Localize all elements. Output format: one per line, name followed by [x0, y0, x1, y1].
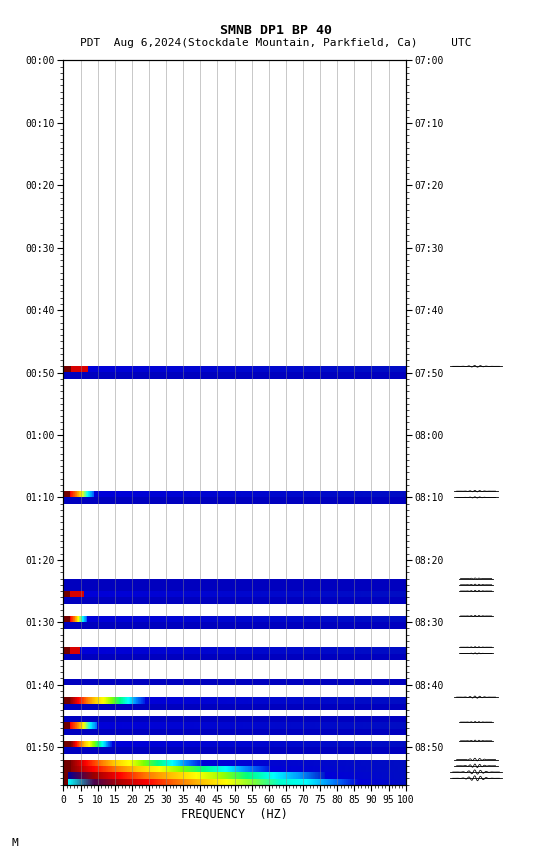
Text: M: M [11, 838, 18, 848]
Text: SMNB DP1 BP 40: SMNB DP1 BP 40 [220, 24, 332, 37]
Text: PDT  Aug 6,2024(Stockdale Mountain, Parkfield, Ca)     UTC: PDT Aug 6,2024(Stockdale Mountain, Parkf… [80, 38, 472, 48]
X-axis label: FREQUENCY  (HZ): FREQUENCY (HZ) [181, 808, 288, 821]
